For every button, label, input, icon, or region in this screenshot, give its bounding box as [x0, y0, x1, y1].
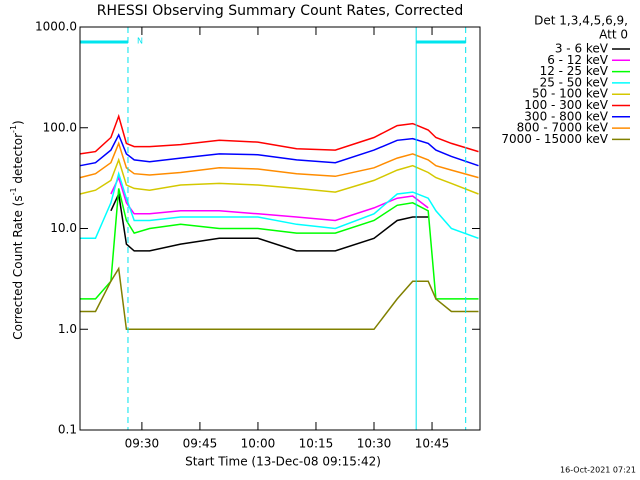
series-line [110, 191, 429, 252]
legend-label: 3 - 6 keV [555, 42, 609, 56]
plot-frame [79, 26, 481, 431]
legend-label: 300 - 800 keV [524, 109, 608, 123]
y-label-part: ) [11, 120, 25, 125]
legend-label: 12 - 25 keV [540, 64, 609, 78]
x-tick-label: 10:15 [299, 437, 334, 451]
x-axis-label: Start Time (13-Dec-08 09:15:42) [185, 455, 381, 469]
x-tick-label: 09:45 [183, 437, 218, 451]
series-line [79, 157, 479, 195]
x-tick-label: 10:45 [415, 437, 450, 451]
x-tick-label: 10:30 [357, 437, 392, 451]
y-tick-label: 10.0 [50, 221, 77, 235]
legend-label: 50 - 100 keV [532, 87, 609, 101]
x-tick-label: 10:00 [241, 437, 276, 451]
series-line [110, 175, 429, 222]
legend-label: 7000 - 15000 keV [501, 132, 608, 146]
y-label-part: detector [11, 133, 25, 188]
y-label-part: Corrected Count Rate (s [11, 195, 25, 339]
series-line [80, 188, 479, 300]
y-label-part: -1 [9, 187, 18, 195]
legend-label: 800 - 7000 keV [517, 121, 609, 135]
annotation: N [137, 37, 143, 46]
x-tick-label: 09:30 [125, 437, 160, 451]
series-line [80, 266, 479, 331]
series-line [79, 113, 479, 155]
legend-label: 25 - 50 keV [540, 75, 609, 89]
y-tick-label: 100.0 [43, 120, 77, 134]
series-line [80, 171, 479, 240]
legend-header: Det 1,3,4,5,6,9, [534, 14, 628, 28]
y-tick-label: 1.0 [58, 322, 77, 336]
series-line [79, 141, 479, 179]
chart-title: RHESSI Observing Summary Count Rates, Co… [97, 3, 463, 19]
y-axis-label: Corrected Count Rate (s-1 detector-1) [9, 120, 25, 339]
legend-label: 6 - 12 keV [547, 53, 609, 67]
legend-header: Att 0 [599, 28, 628, 42]
y-label-part: -1 [9, 125, 18, 133]
series-line [79, 133, 479, 167]
y-tick-label: 0.1 [58, 423, 77, 437]
y-tick-label: 1000.0 [35, 20, 77, 34]
footer: 16-Oct-2021 07:21 [560, 466, 636, 475]
legend-label: 100 - 300 keV [524, 98, 608, 112]
